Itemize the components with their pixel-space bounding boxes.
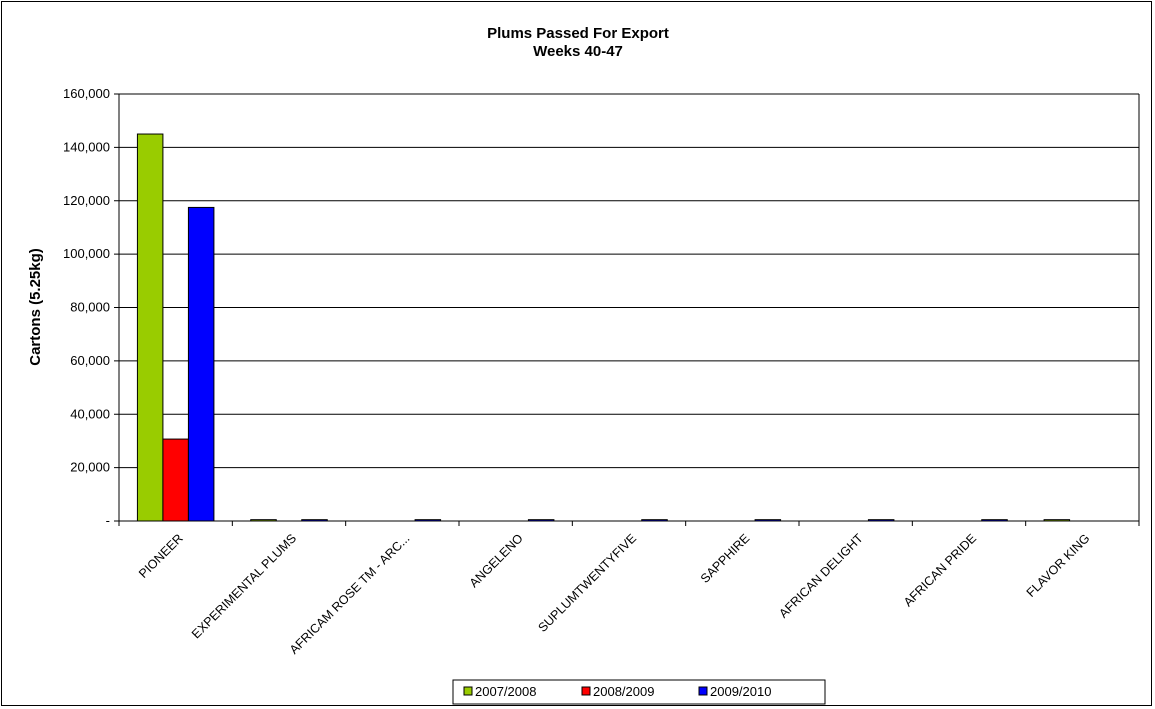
y-tick-label: 80,000 (70, 300, 110, 315)
y-tick-label: 20,000 (70, 460, 110, 475)
legend-swatch (581, 686, 591, 696)
y-tick-label: - (106, 513, 110, 528)
axes (118, 93, 1140, 526)
y-tick-labels: - 20,000 40,000 60,000 80,000 100,000 120,000 1… (63, 86, 110, 528)
legend-swatch (463, 686, 473, 696)
x-category-label: AFRICAN DELIGHT (776, 531, 866, 621)
y-tick-label: 120,000 (63, 193, 110, 208)
chart-title: Plums Passed For Export (487, 25, 669, 42)
y-tick-label: 160,000 (63, 86, 110, 101)
y-axis-label: Cartons (5.25kg) (27, 248, 44, 366)
bar (136, 133, 164, 522)
legend: 2007/2008 2008/2009 2009/2010 (452, 679, 826, 705)
chart-subtitle: Weeks 40-47 (533, 43, 623, 60)
x-category-label: EXPERIMENTAL PLUMS (189, 531, 299, 641)
legend-label: 2008/2009 (593, 684, 654, 699)
bar (187, 206, 215, 522)
y-tick-label: 60,000 (70, 353, 110, 368)
y-tick-label: 140,000 (63, 139, 110, 154)
legend-label: 2007/2008 (475, 684, 536, 699)
legend-label: 2009/2010 (710, 684, 771, 699)
y-tick-label: 100,000 (63, 246, 110, 261)
x-category-label: PIONEER (136, 531, 186, 581)
x-category-label: AFRICAN PRIDE (901, 531, 979, 609)
x-category-label: SAPPHIRE (698, 531, 753, 586)
gridlines (114, 93, 1139, 522)
x-category-label: ANGELENO (467, 531, 526, 590)
y-tick-label: 40,000 (70, 406, 110, 421)
x-category-label: FLAVOR KING (1024, 531, 1093, 600)
x-category-label: SUPLUMTWENTYFIVE (535, 531, 639, 635)
legend-swatch (698, 686, 708, 696)
x-category-label: AFRICAM ROSE TM - ARC... (287, 531, 413, 657)
bar (162, 438, 189, 522)
legend-box (452, 679, 826, 705)
bars (136, 133, 1071, 522)
